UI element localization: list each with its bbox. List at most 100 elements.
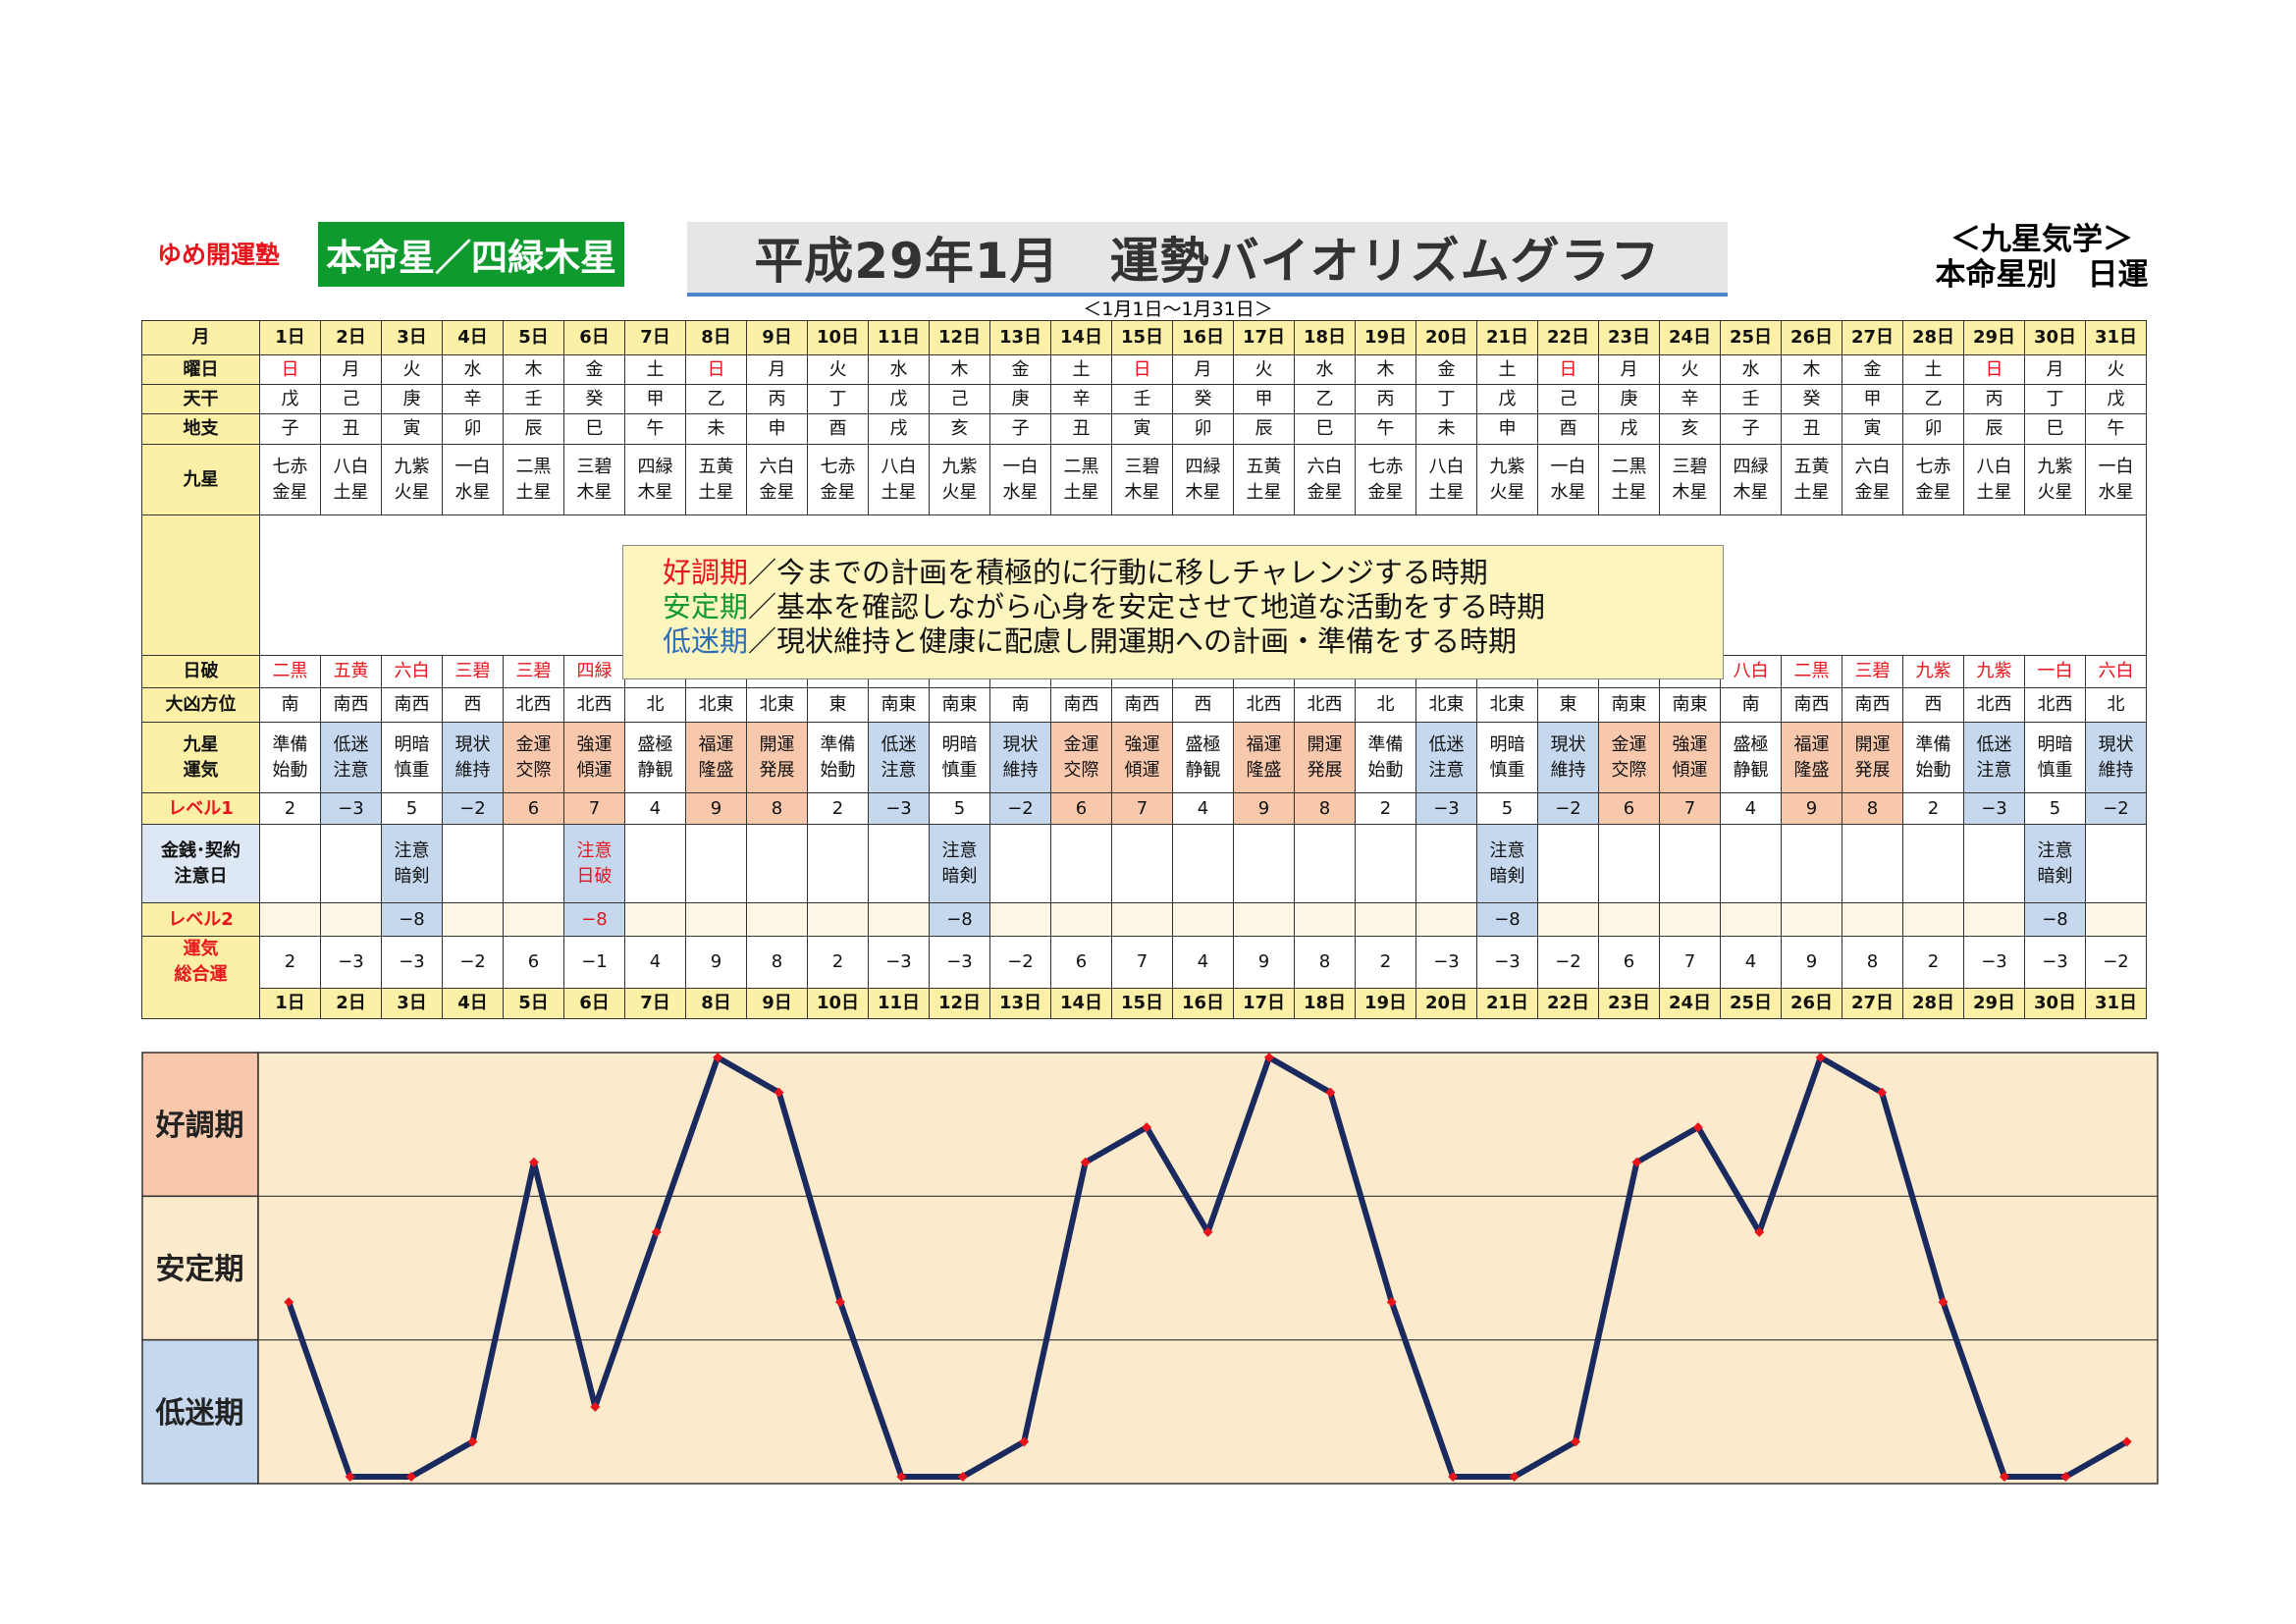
- tenkan-cell: 甲: [1233, 384, 1295, 414]
- level1-cell: 9: [1233, 792, 1295, 825]
- level2-cell: [1781, 902, 1842, 937]
- days-cell: 18日: [1294, 320, 1356, 355]
- tenkan-cell: 庚: [1598, 384, 1660, 414]
- data-point: [345, 1472, 355, 1482]
- daikyo-cell: 南西: [1050, 687, 1112, 723]
- daikyo-cell: 北: [1355, 687, 1416, 723]
- days-bottom-cell: 3日: [381, 987, 443, 1019]
- level2-cell: [1172, 902, 1234, 937]
- daikyo-cell: 北東: [685, 687, 747, 723]
- money-cell: [1598, 824, 1660, 903]
- money-cell: [442, 824, 504, 903]
- band-label: 安定期: [156, 1253, 244, 1287]
- unki-cell: 開運 発展: [1294, 722, 1356, 793]
- tenkan-cell: 丁: [2024, 384, 2086, 414]
- row-label-money: 金銭･契約 注意日: [141, 824, 260, 903]
- data-point: [1019, 1436, 1030, 1447]
- chishi-cell: 亥: [1659, 413, 1721, 445]
- daikyo-cell: 北東: [1476, 687, 1538, 723]
- row-chishi: 地支子丑寅卯辰巳午未申酉戌亥子丑寅卯辰巳午未申酉戌亥子丑寅卯辰巳午: [141, 413, 2147, 445]
- level2-cell: [259, 902, 321, 937]
- chishi-cell: 子: [989, 413, 1051, 445]
- kyusei-cell: 八白 土星: [320, 444, 382, 515]
- data-point: [774, 1087, 784, 1098]
- weekdays-cell: 火: [1659, 354, 1721, 385]
- row-days: 月 1日 2日 3日 4日 5日 6日 7日 8日 9日 10日 11日 12日 13日 14日 15日 16日…: [141, 320, 2147, 355]
- weekdays-cell: 木: [503, 354, 564, 385]
- days-cell: 20日: [1415, 320, 1477, 355]
- days-cell: 27日: [1842, 320, 1903, 355]
- days-bottom-cell: 30日: [2024, 987, 2086, 1019]
- days-cell: 21日: [1476, 320, 1538, 355]
- money-cell: [1415, 824, 1477, 903]
- data-point: [1938, 1297, 1949, 1308]
- chishi-cell: 寅: [1111, 413, 1173, 445]
- weekdays-cell: 日: [259, 354, 321, 385]
- tenkan-cell: 庚: [989, 384, 1051, 414]
- tenkan-cell: 戊: [259, 384, 321, 414]
- level2-cell: −8: [2024, 902, 2086, 937]
- kyusei-cell: 八白 土星: [1415, 444, 1477, 515]
- level1-cell: 8: [1842, 792, 1903, 825]
- daikyo-cell: 南: [989, 687, 1051, 723]
- days-bottom-cell: 24日: [1659, 987, 1721, 1019]
- legend-text: ／今までの計画を積極的に行動に移しチャレンジする時期: [748, 556, 1488, 589]
- level1-cell: −3: [1963, 792, 2025, 825]
- level2-cell: [1720, 902, 1782, 937]
- money-cell: [868, 824, 930, 903]
- weekdays-cell: 金: [989, 354, 1051, 385]
- daikyo-cell: 南西: [1781, 687, 1842, 723]
- unki-cell: 低迷 注意: [868, 722, 930, 793]
- tenkan-cell: 丙: [1355, 384, 1416, 414]
- level1-cell: −2: [442, 792, 504, 825]
- daikyo-cell: 東: [807, 687, 869, 723]
- chishi-cell: 巳: [1294, 413, 1356, 445]
- plot-area: [257, 1052, 2159, 1485]
- money-cell: [1902, 824, 1964, 903]
- chishi-cell: 辰: [503, 413, 564, 445]
- row-label-legend: [141, 514, 260, 656]
- kyusei-cell: 六白 金星: [1294, 444, 1356, 515]
- money-cell: [807, 824, 869, 903]
- kyusei-cell: 七赤 金星: [1355, 444, 1416, 515]
- nippa-cell: 六白: [381, 655, 443, 688]
- money-cell: 注意 日破: [563, 824, 625, 903]
- days-bottom-cell: 22日: [1537, 987, 1599, 1019]
- days-bottom-cell: 7日: [624, 987, 686, 1019]
- days-cell: 15日: [1111, 320, 1173, 355]
- row-level2: レベル2 −8 −8 −8 −8 −8: [141, 902, 2147, 937]
- unki-cell: 準備 始動: [1355, 722, 1416, 793]
- level2-cell: −8: [929, 902, 990, 937]
- days-cell: 30日: [2024, 320, 2086, 355]
- tenkan-cell: 丙: [746, 384, 808, 414]
- legend-text: ／現状維持と健康に配慮し開運期への計画・準備をする時期: [748, 624, 1518, 658]
- data-point: [1815, 1053, 1826, 1062]
- chishi-cell: 酉: [1537, 413, 1599, 445]
- weekdays-cell: 火: [807, 354, 869, 385]
- money-cell: 注意 暗剣: [381, 824, 443, 903]
- kyusei-cell: 五黄 土星: [1781, 444, 1842, 515]
- days-bottom-cell: 26日: [1781, 987, 1842, 1019]
- money-cell: [1781, 824, 1842, 903]
- daikyo-cell: 東: [1537, 687, 1599, 723]
- money-cell: [1720, 824, 1782, 903]
- weekdays-cell: 水: [1294, 354, 1356, 385]
- money-cell: 注意 暗剣: [1476, 824, 1538, 903]
- total-cell: −3: [381, 936, 443, 989]
- row-label-days: 月: [141, 320, 260, 355]
- tenkan-cell: 戊: [1476, 384, 1538, 414]
- data-point: [651, 1226, 662, 1237]
- daikyo-cell: 北西: [1963, 687, 2025, 723]
- days-bottom-cell: 27日: [1842, 987, 1903, 1019]
- tenkan-cell: 甲: [1842, 384, 1903, 414]
- row-label-tenkan: 天干: [141, 384, 260, 414]
- total-cell: −1: [563, 936, 625, 989]
- chishi-cell: 巳: [563, 413, 625, 445]
- money-cell: [2085, 824, 2147, 903]
- money-cell: 注意 暗剣: [2024, 824, 2086, 903]
- kyusei-cell: 九紫 火星: [1476, 444, 1538, 515]
- weekdays-cell: 月: [320, 354, 382, 385]
- money-cell: [746, 824, 808, 903]
- chishi-cell: 卯: [442, 413, 504, 445]
- nippa-cell: 八白: [1720, 655, 1782, 688]
